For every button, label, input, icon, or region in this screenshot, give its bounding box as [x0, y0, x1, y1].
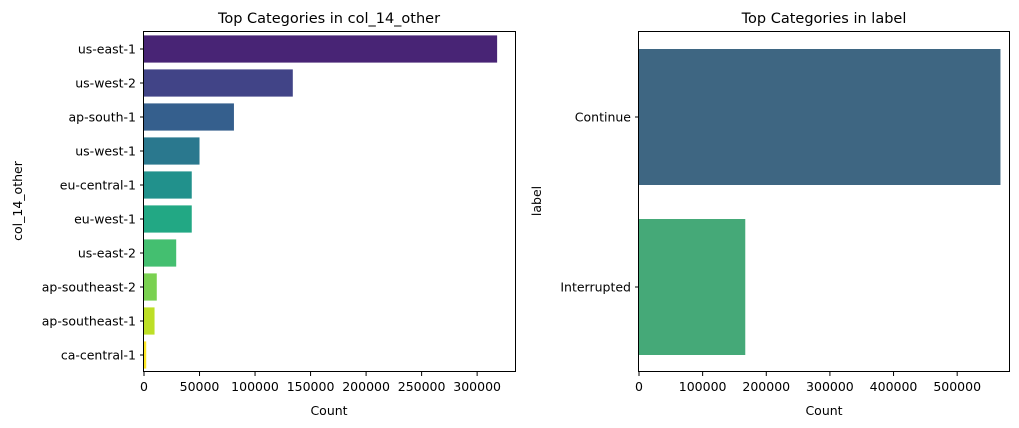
y-tick-label-eu-west-1: eu-west-1 [74, 212, 136, 227]
x-tick-label-0: 0 [635, 379, 643, 394]
x-tick-label-500000: 500000 [933, 379, 981, 394]
x-axis-label: Count [805, 403, 842, 418]
y-axis-label: label [529, 186, 544, 216]
chart-label: Top Categories in label 0 100000 200000 300… [529, 11, 1010, 418]
y-tick-label-ap-south-1: ap-south-1 [69, 110, 136, 125]
y-axis-ticks: Continue Interrupted [560, 110, 639, 295]
chart-title: Top Categories in col_14_other [217, 11, 440, 27]
bar-interrupted [639, 219, 746, 355]
bar-ap-southeast-2 [144, 273, 157, 301]
bar-continue [639, 49, 1001, 185]
y-tick-label-eu-central-1: eu-central-1 [60, 178, 136, 193]
plot-frame [143, 31, 516, 372]
bar-ap-southeast-1 [144, 307, 155, 335]
y-tick-label-ap-southeast-2: ap-southeast-2 [42, 280, 136, 295]
bars [144, 35, 498, 369]
bar-us-west-2 [144, 69, 293, 97]
chart-col-14-other: Top Categories in col_14_other 0 50000 100… [10, 11, 516, 418]
x-tick-label-100000: 100000 [231, 379, 279, 394]
bar-eu-central-1 [144, 171, 192, 199]
y-tick-label-us-east-2: us-east-2 [78, 246, 136, 261]
x-tick-label-100000: 100000 [679, 379, 727, 394]
y-tick-label-continue: Continue [575, 110, 632, 125]
x-tick-label-300000: 300000 [453, 379, 501, 394]
chart-title: Top Categories in label [741, 11, 907, 27]
x-tick-label-200000: 200000 [742, 379, 790, 394]
y-tick-label-ca-central-1: ca-central-1 [61, 348, 136, 363]
bar-ap-south-1 [144, 103, 234, 131]
y-tick-label-ap-southeast-1: ap-southeast-1 [42, 314, 136, 329]
y-axis-label: col_14_other [10, 160, 25, 241]
plot-frame [638, 31, 1010, 372]
x-tick-label-250000: 250000 [398, 379, 446, 394]
bars [639, 49, 1001, 355]
x-tick-label-0: 0 [140, 379, 148, 394]
x-tick-label-150000: 150000 [287, 379, 335, 394]
bar-ca-central-1 [144, 341, 147, 369]
bar-us-east-1 [144, 35, 498, 63]
bar-us-west-1 [144, 137, 200, 165]
y-tick-label-us-west-1: us-west-1 [75, 144, 136, 159]
x-tick-label-300000: 300000 [806, 379, 854, 394]
bar-eu-west-1 [144, 205, 192, 233]
x-axis-label: Count [310, 403, 347, 418]
x-tick-label-400000: 400000 [870, 379, 918, 394]
y-axis-ticks: us-east-1 us-west-2 ap-south-1 us-west-1 eu-… [42, 42, 144, 363]
y-tick-label-interrupted: Interrupted [560, 280, 631, 295]
x-tick-label-200000: 200000 [342, 379, 390, 394]
x-tick-label-50000: 50000 [180, 379, 220, 394]
bar-us-east-2 [144, 239, 177, 267]
y-tick-label-us-east-1: us-east-1 [78, 42, 136, 57]
x-axis-ticks: 0 50000 100000 150000 200000 250000 300000 [140, 372, 501, 394]
x-axis-ticks: 0 100000 200000 300000 400000 500000 [635, 372, 981, 394]
y-tick-label-us-west-2: us-west-2 [75, 76, 136, 91]
